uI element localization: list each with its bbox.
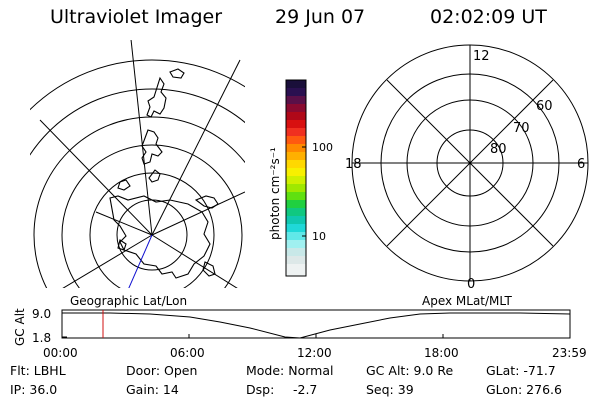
colorbar-swatch-10 xyxy=(286,152,306,160)
colorbar-swatch-8 xyxy=(286,136,306,144)
colorbar-tick-10: 10 xyxy=(312,230,326,243)
polar-label-80: 80 xyxy=(490,142,507,157)
door-status: Door: Open xyxy=(126,363,198,378)
gc-altitude-curve xyxy=(62,312,570,338)
timeline-xtick-1800: 18:00 xyxy=(424,346,459,360)
ip-status: IP: 36.0 xyxy=(10,382,58,397)
mode-status: Mode: Normal xyxy=(246,363,334,378)
timeline-panel: Geographic Lat/Lon Apex MLat/MLT GC Alt … xyxy=(13,294,587,360)
colorbar-swatch-17 xyxy=(286,208,306,216)
instrument-title: Ultraviolet Imager xyxy=(50,6,223,28)
colorbar-swatch-2 xyxy=(286,88,306,96)
colorbar: 100 10 photon cm⁻²s⁻¹ xyxy=(268,79,333,277)
gain-status: Gain: 14 xyxy=(126,382,179,397)
colorbar-swatch-5 xyxy=(286,112,306,120)
colorbar-swatch-12 xyxy=(286,168,306,176)
polar-label-12: 12 xyxy=(473,49,490,64)
timeline-xtick-1200: 12:00 xyxy=(297,346,332,360)
dsp-label: Dsp: xyxy=(246,382,275,397)
geo-latitude-status: GLat: -71.7 xyxy=(486,363,556,378)
colorbar-swatch-11 xyxy=(286,160,306,168)
spacecraft-track xyxy=(128,234,153,288)
polar-label-60: 60 xyxy=(536,99,553,114)
colorbar-swatch-9 xyxy=(286,144,306,152)
polar-label-18: 18 xyxy=(345,157,362,172)
colorbar-swatch-23 xyxy=(286,256,306,264)
colorbar-swatch-22 xyxy=(286,248,306,256)
colorbar-swatch-6 xyxy=(286,120,306,128)
colorbar-swatch-13 xyxy=(286,176,306,184)
colorbar-swatch-14 xyxy=(286,184,306,192)
timeline-axis-label: GC Alt xyxy=(13,308,27,346)
geo-longitude-status: GLon: 276.6 xyxy=(486,382,562,397)
colorbar-swatch-15 xyxy=(286,192,306,200)
timeline-left-title: Geographic Lat/Lon xyxy=(70,294,187,308)
timeline-ytick-bottom: 1.8 xyxy=(32,331,51,345)
gc-altitude-status: GC Alt: 9.0 Re xyxy=(366,363,454,378)
colorbar-swatch-1 xyxy=(286,80,306,88)
colorbar-swatch-24 xyxy=(286,264,306,276)
longitude-lines xyxy=(39,40,245,288)
sequence-status: Seq: 39 xyxy=(366,382,414,397)
polar-mlt-plot xyxy=(351,44,589,282)
colorbar-tick-100: 100 xyxy=(312,141,333,154)
latitude-rings xyxy=(30,59,245,288)
timeline-xtick-2359: 23:59 xyxy=(552,346,587,360)
observation-time: 02:02:09 UT xyxy=(430,6,547,28)
colorbar-swatch-21 xyxy=(286,240,306,248)
colorbar-swatch-3 xyxy=(286,96,306,104)
colorbar-unit-label: photon cm⁻²s⁻¹ xyxy=(268,147,282,240)
polar-label-0: 0 xyxy=(467,277,475,292)
timeline-xtick-0000: 00:00 xyxy=(43,346,78,360)
coastline xyxy=(109,68,219,279)
observation-date: 29 Jun 07 xyxy=(275,6,366,28)
colorbar-swatch-20 xyxy=(286,232,306,240)
polar-label-6: 6 xyxy=(577,157,585,172)
timeline-xtick-0600: 06:00 xyxy=(170,346,205,360)
colorbar-swatch-19 xyxy=(286,224,306,232)
geographic-map xyxy=(30,40,245,288)
filter-status: Flt: LBHL xyxy=(10,363,66,378)
polar-label-70: 70 xyxy=(513,121,530,136)
timeline-right-title: Apex MLat/MLT xyxy=(422,294,512,308)
colorbar-frame xyxy=(285,79,307,277)
timeline-ytick-top: 9.0 xyxy=(32,307,51,321)
colorbar-swatch-18 xyxy=(286,216,306,224)
dsp-value: -2.7 xyxy=(293,382,318,397)
colorbar-swatch-7 xyxy=(286,128,306,136)
colorbar-swatch-4 xyxy=(286,104,306,112)
colorbar-swatch-16 xyxy=(286,200,306,208)
